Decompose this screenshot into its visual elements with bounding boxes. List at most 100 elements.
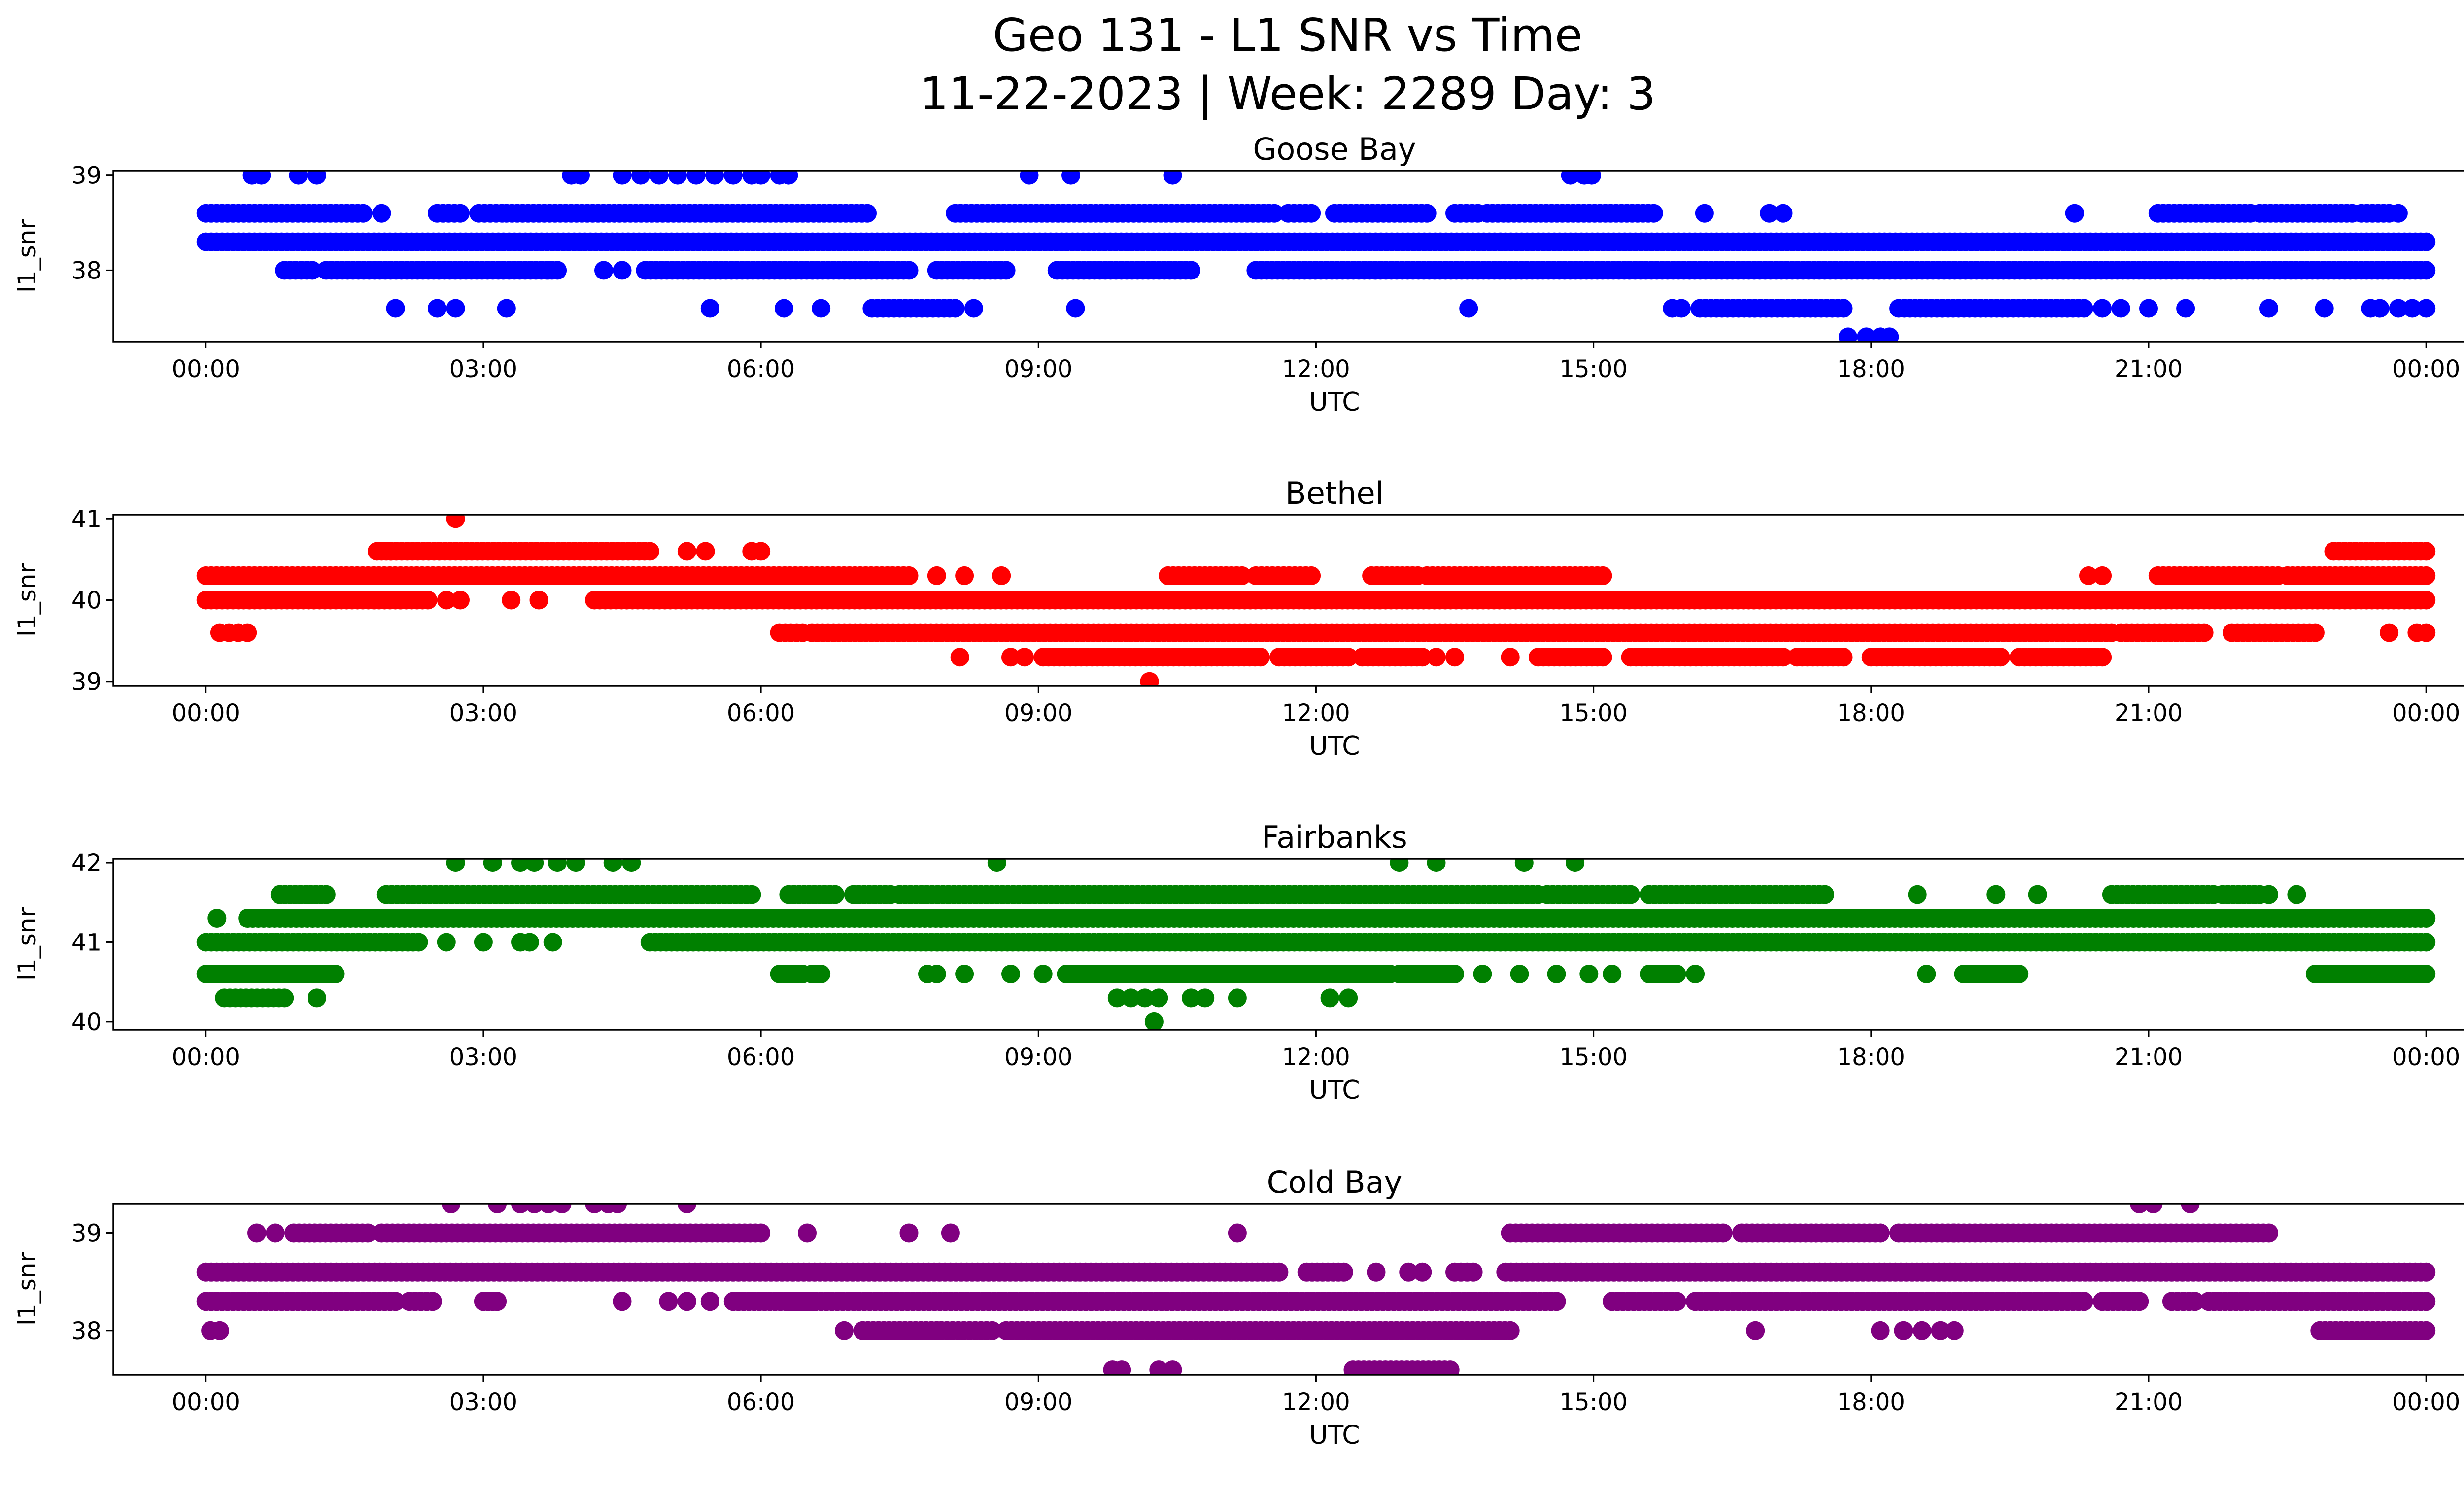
data-point — [2417, 299, 2436, 318]
x-tick-label: 21:00 — [2115, 355, 2183, 383]
data-point — [1838, 327, 1857, 342]
data-points — [196, 515, 2436, 686]
data-point — [2389, 204, 2408, 223]
x-tick-label: 12:00 — [1282, 699, 1350, 727]
data-point — [2259, 299, 2278, 318]
x-axis-label: UTC — [1309, 1421, 1360, 1450]
data-point — [353, 204, 373, 223]
data-point — [1339, 988, 1358, 1008]
data-point — [372, 204, 391, 223]
data-point — [2130, 1292, 2149, 1311]
data-point — [1417, 204, 1437, 223]
data-point — [622, 859, 641, 872]
data-point — [446, 299, 465, 318]
data-point — [1302, 566, 1321, 585]
data-point — [1894, 1321, 1913, 1340]
data-point — [996, 261, 1016, 280]
data-point — [2305, 623, 2325, 642]
x-tick-label: 12:00 — [1282, 1389, 1350, 1416]
data-point — [742, 885, 761, 904]
data-point — [543, 933, 562, 952]
x-tick-label: 03:00 — [449, 1389, 517, 1416]
data-point — [207, 909, 227, 928]
data-point — [2185, 1292, 2204, 1311]
data-point — [571, 171, 590, 185]
data-point — [1413, 648, 1432, 667]
data-point — [1501, 1321, 1520, 1340]
data-point — [539, 261, 558, 280]
data-point — [2194, 623, 2214, 642]
x-tick-label: 06:00 — [727, 699, 795, 727]
data-points — [196, 859, 2436, 1030]
data-point — [2417, 1321, 2436, 1340]
x-tick-label: 03:00 — [449, 1043, 517, 1071]
data-point — [418, 591, 438, 610]
x-tick-label: 00:00 — [2392, 1043, 2460, 1071]
data-point — [1713, 1223, 1733, 1243]
data-point — [2074, 1292, 2093, 1311]
data-point — [1061, 171, 1080, 185]
data-point — [2389, 299, 2408, 318]
data-point — [1445, 648, 1464, 667]
data-point — [1908, 885, 1927, 904]
y-tick-label: 38 — [71, 1318, 102, 1345]
data-point — [2079, 566, 2098, 585]
data-point — [525, 859, 544, 872]
x-tick-label: 09:00 — [1004, 1043, 1072, 1071]
data-point — [409, 933, 428, 952]
data-point — [1066, 299, 1085, 318]
data-point — [825, 885, 845, 904]
data-point — [2370, 299, 2390, 318]
y-tick-label: 40 — [71, 587, 102, 615]
data-point — [594, 261, 613, 280]
data-point — [247, 1223, 266, 1243]
x-tick-label: 12:00 — [1282, 1043, 1350, 1071]
x-tick-label: 18:00 — [1837, 1043, 1905, 1071]
x-tick-label: 09:00 — [1004, 355, 1072, 383]
y-axis-label: l1_snr — [13, 563, 41, 637]
data-point — [613, 261, 632, 280]
y-tick-label: 41 — [71, 505, 102, 533]
plot-frame — [112, 1203, 2464, 1376]
data-point — [2417, 542, 2436, 561]
data-point — [1579, 965, 1599, 983]
data-point — [752, 542, 771, 561]
data-point — [529, 591, 548, 610]
data-point — [2417, 232, 2436, 251]
x-tick-label: 21:00 — [2115, 699, 2183, 727]
data-point — [1122, 988, 1140, 1008]
data-point — [2417, 591, 2436, 610]
data-point — [1399, 1262, 1418, 1282]
data-point — [2139, 299, 2158, 318]
data-point — [812, 965, 831, 983]
data-point — [858, 204, 877, 223]
data-point — [1302, 204, 1321, 223]
data-point — [488, 1204, 507, 1213]
data-point — [677, 1204, 696, 1213]
y-tick-label: 38 — [71, 257, 102, 284]
data-point — [525, 1204, 544, 1213]
data-point — [386, 299, 405, 318]
data-point — [2028, 885, 2047, 904]
x-tick-label: 15:00 — [1559, 1043, 1627, 1071]
data-point — [1163, 1360, 1182, 1375]
data-point — [779, 171, 798, 185]
data-point — [1871, 1321, 1890, 1340]
x-tick-label: 00:00 — [172, 355, 240, 383]
data-point — [1514, 859, 1534, 872]
x-tick-label: 18:00 — [1837, 1389, 1905, 1416]
data-point — [2403, 299, 2422, 318]
data-point — [2417, 623, 2436, 642]
x-tick-label: 00:00 — [172, 699, 240, 727]
data-point — [1320, 988, 1339, 1008]
data-point — [1760, 204, 1779, 223]
data-point — [1440, 1360, 1460, 1375]
data-point — [1945, 1321, 1964, 1340]
data-point — [1834, 299, 1853, 318]
data-point — [2287, 885, 2306, 904]
data-point — [1621, 885, 1640, 904]
data-points — [196, 171, 2436, 342]
data-point — [1945, 1223, 1964, 1243]
